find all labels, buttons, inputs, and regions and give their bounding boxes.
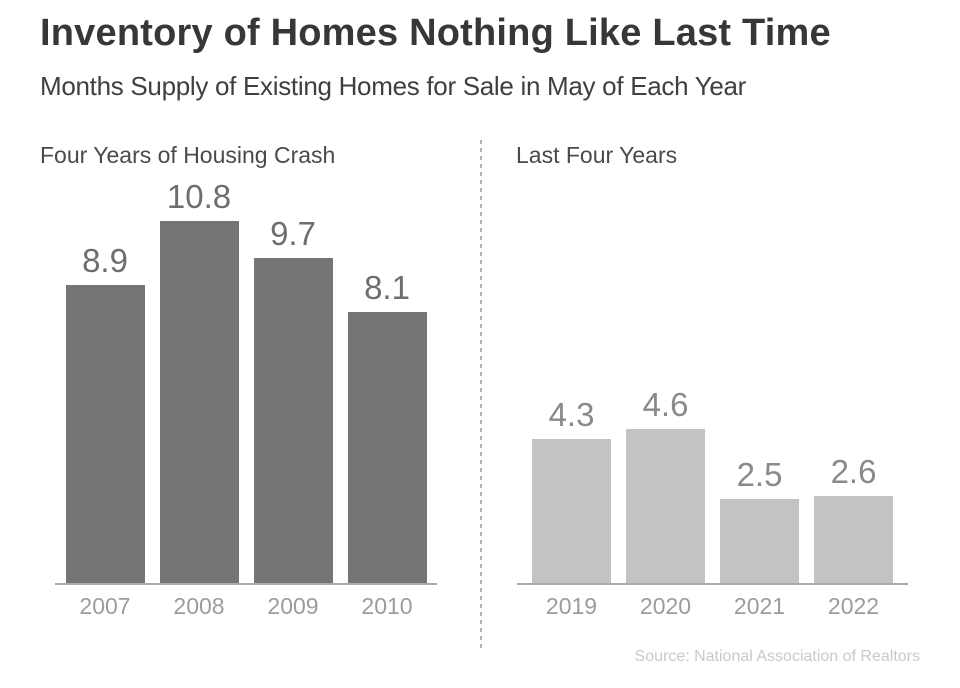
- left-panel-label: Four Years of Housing Crash: [40, 142, 336, 168]
- bar-value-label: 8.1: [364, 268, 410, 306]
- bar-value-label: 2.6: [830, 452, 877, 490]
- bar: [720, 499, 799, 583]
- x-axis-tick-label: 2022: [827, 593, 880, 619]
- bar-group-2007: 8.9 2007: [65, 241, 145, 619]
- x-axis-tick-label: 2007: [79, 593, 131, 619]
- bar: [159, 221, 239, 583]
- right-bar-plot: 4.3 2019 4.6 2020 2.5 2021 2.6 2022: [517, 140, 908, 619]
- right-panel-label: Last Four Years: [516, 142, 678, 168]
- bar-group-2008: 10.8 2008: [159, 177, 239, 619]
- bar-value-label: 2.5: [736, 455, 783, 493]
- bar-group-2010: 8.1 2010: [347, 268, 427, 619]
- x-axis-tick-label: 2020: [639, 593, 692, 619]
- bar-value-label: 4.6: [642, 385, 689, 423]
- bar: [532, 439, 611, 583]
- dashed-divider-line: [480, 140, 482, 652]
- x-axis-tick-label: 2019: [545, 593, 598, 619]
- bar-value-label: 9.7: [270, 214, 316, 252]
- bar: [65, 285, 145, 583]
- chart-subtitle: Months Supply of Existing Homes for Sale…: [40, 71, 747, 101]
- bar: [814, 496, 893, 583]
- x-axis-tick-label: 2009: [267, 593, 319, 619]
- bar-value-label: 8.9: [82, 241, 128, 279]
- bar-group-2019: 4.3 2019: [532, 395, 611, 619]
- chart-title: Inventory of Homes Nothing Like Last Tim…: [40, 12, 831, 54]
- bar: [626, 429, 705, 583]
- x-axis-tick-label: 2008: [173, 593, 225, 619]
- bar-group-2020: 4.6 2020: [626, 385, 705, 619]
- bar-value-label: 10.8: [166, 177, 232, 215]
- left-bar-plot: 8.9 2007 10.8 2008 9.7 2009 8.1 2010: [55, 140, 437, 619]
- bar: [253, 258, 333, 583]
- x-axis-tick-label: 2021: [733, 593, 786, 619]
- x-axis-tick-label: 2010: [361, 593, 413, 619]
- bar-group-2009: 9.7 2009: [253, 214, 333, 619]
- bar-group-2022: 2.6 2022: [814, 452, 893, 619]
- bar-group-2021: 2.5 2021: [720, 455, 799, 619]
- bar: [347, 312, 427, 583]
- source-credit: Source: National Association of Realtors: [634, 648, 920, 665]
- bar-value-label: 4.3: [548, 395, 595, 433]
